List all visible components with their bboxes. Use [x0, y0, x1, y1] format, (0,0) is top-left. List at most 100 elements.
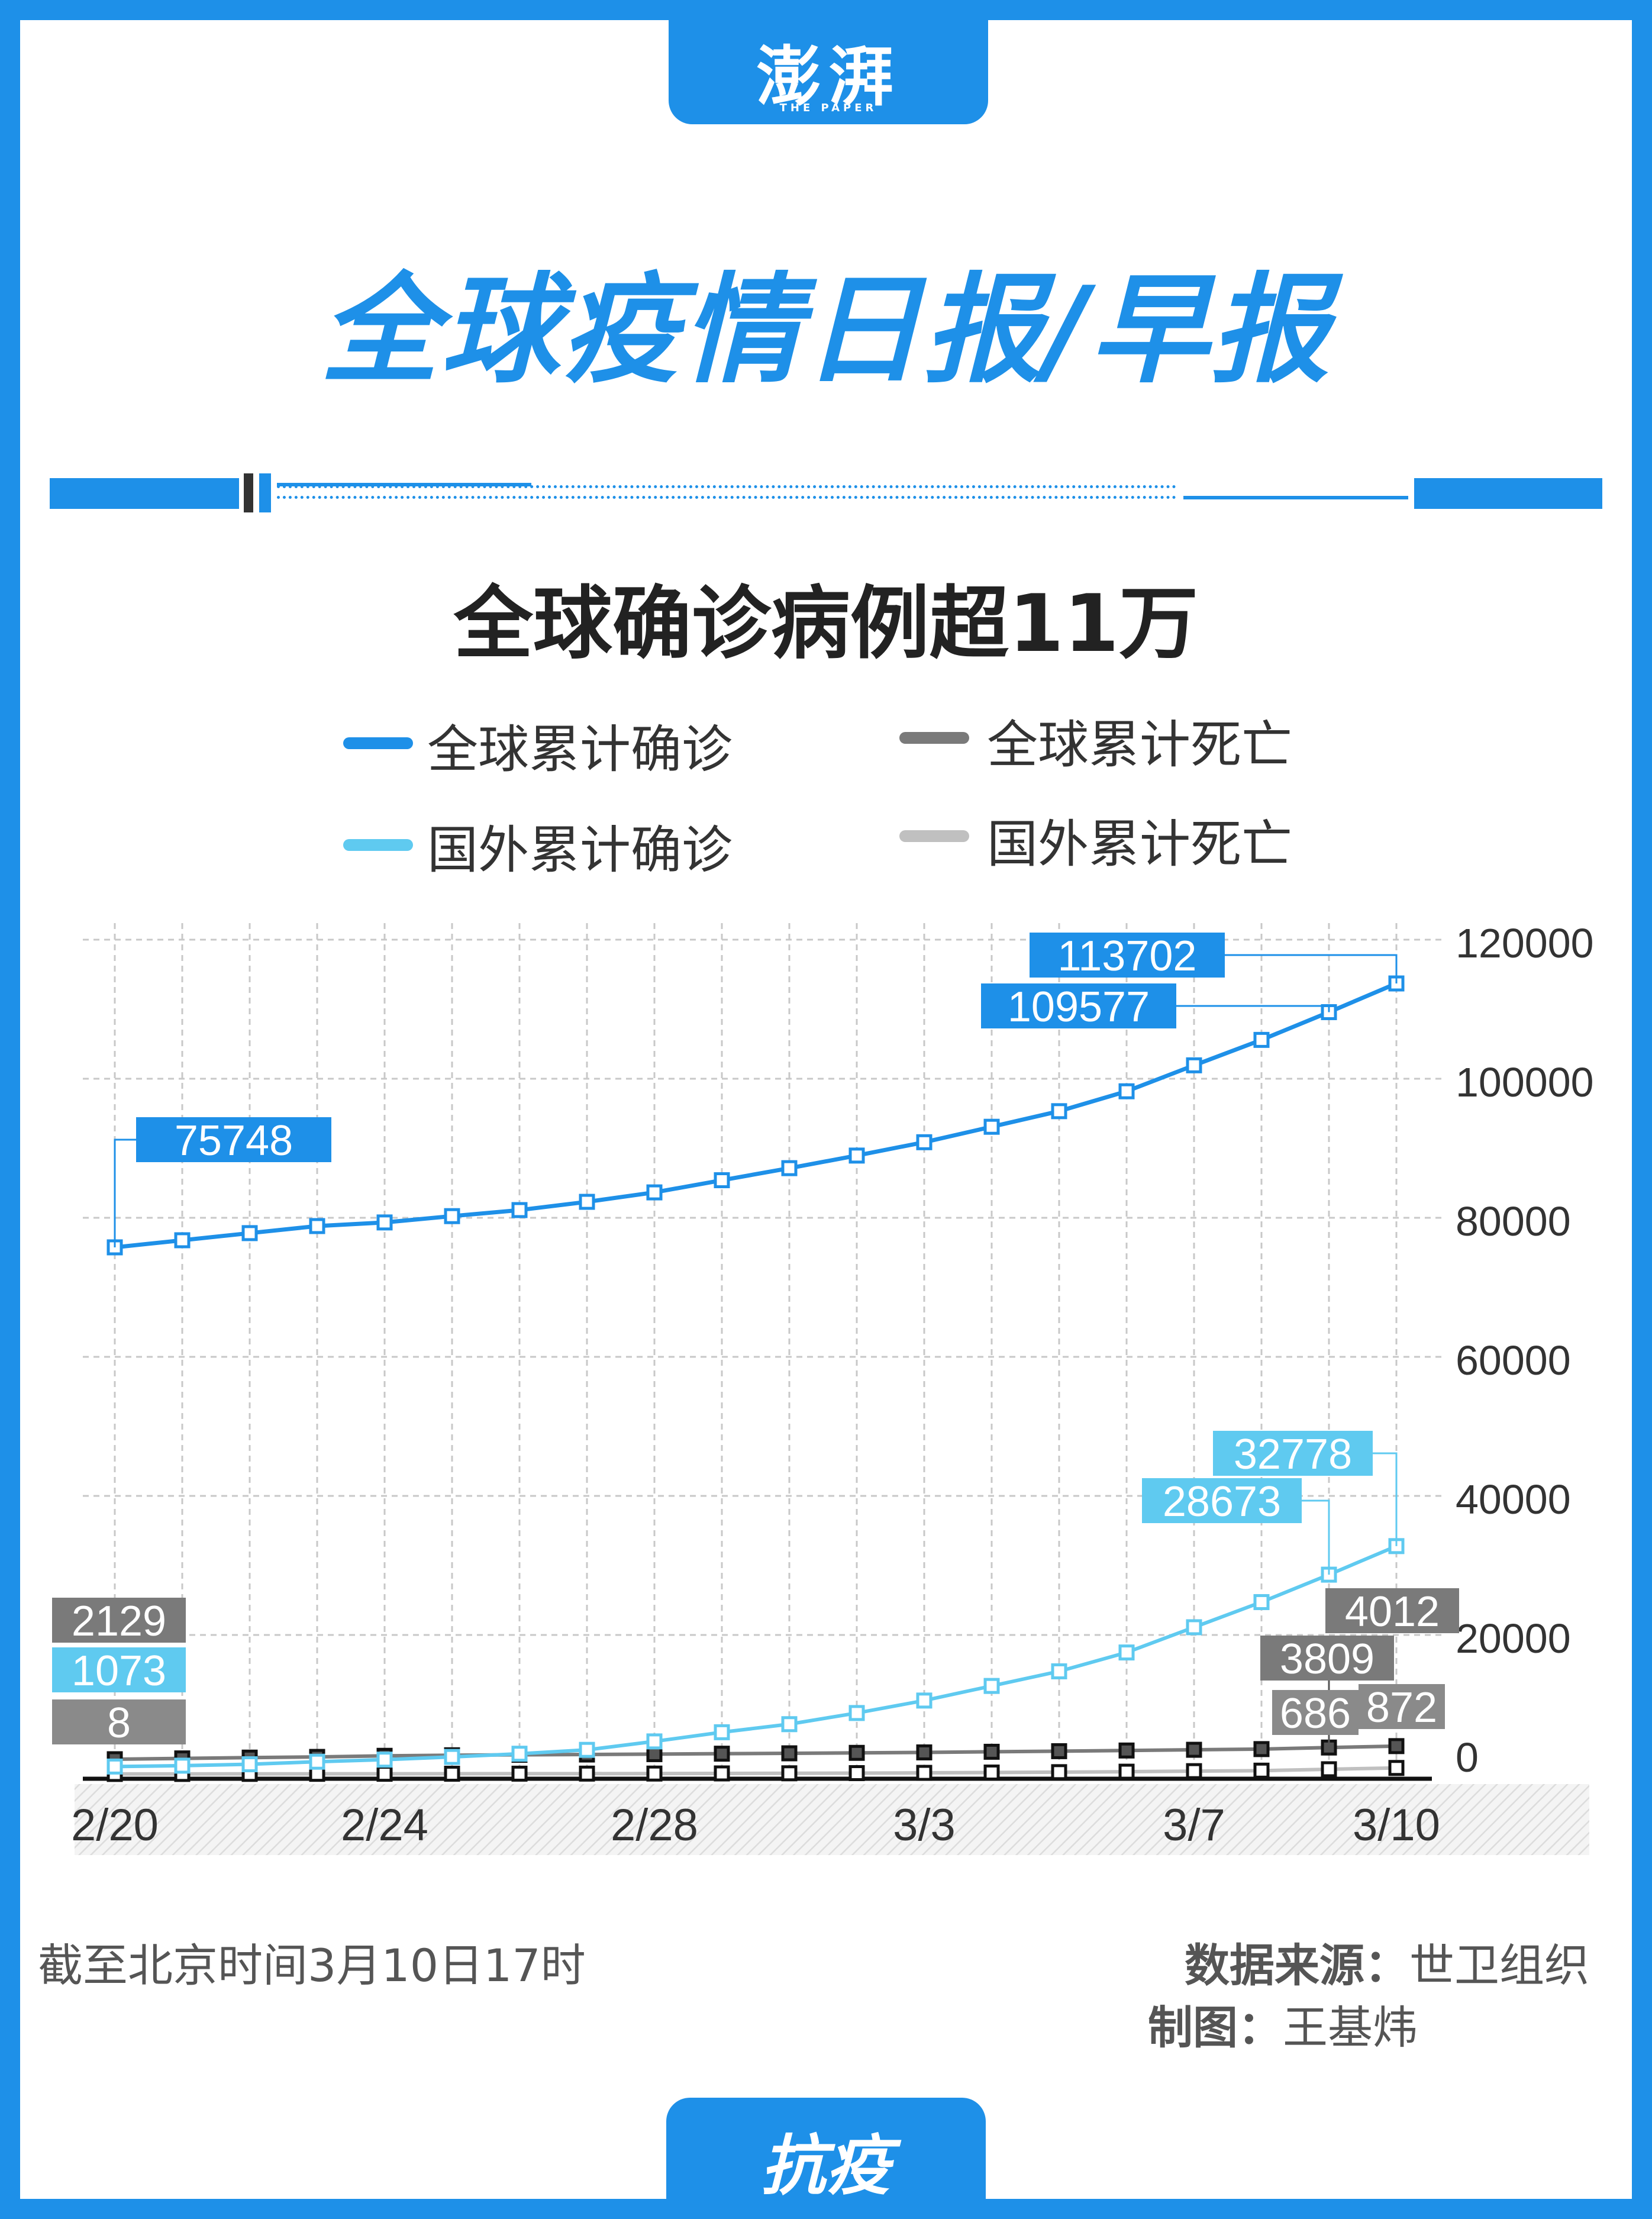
- label-text: 28673: [1163, 1478, 1281, 1525]
- y-tick-label: 100000: [1456, 1059, 1594, 1105]
- series-line-2: [114, 1744, 1397, 1761]
- data-point: [309, 1753, 325, 1770]
- data-point: [781, 1716, 798, 1733]
- data-label-3-0: 8: [52, 1699, 186, 1747]
- data-point: [714, 1746, 730, 1762]
- data-point: [376, 1214, 393, 1231]
- data-point: [781, 1765, 798, 1782]
- data-point: [714, 1724, 730, 1740]
- data-point: [1118, 1644, 1135, 1661]
- data-label-0-0: 75748: [114, 1117, 331, 1247]
- cutoff-note: 截至北京时间3月10日17时: [38, 1939, 586, 1992]
- grid: [83, 923, 1444, 1775]
- author-key: 制图：: [1148, 2001, 1283, 2054]
- data-point: [848, 1705, 865, 1721]
- data-point: [174, 1757, 191, 1774]
- data-point: [848, 1744, 865, 1761]
- label-text: 872: [1366, 1684, 1437, 1731]
- label-box: [1030, 933, 1225, 978]
- x-tick-label: 2/28: [611, 1800, 698, 1850]
- label-text: 3809: [1280, 1636, 1374, 1683]
- brand-tab: [669, 0, 988, 124]
- y-tick-label: 80000: [1456, 1198, 1571, 1244]
- data-point: [579, 1194, 595, 1210]
- x-tick-label: 3/10: [1353, 1800, 1440, 1850]
- data-point: [579, 1741, 595, 1758]
- axes: 0 20000 40000 60000 80000 100000 120000 2/20 2/2…: [71, 920, 1594, 1850]
- data-point: [916, 1134, 933, 1150]
- data-point: [1118, 1763, 1135, 1780]
- data-point: [1118, 1742, 1135, 1759]
- label-box: [981, 983, 1176, 1028]
- data-point: [511, 1765, 528, 1782]
- legend-label-foreign-deaths: 国外累计死亡: [987, 815, 1292, 874]
- label-text: 8: [107, 1699, 131, 1747]
- data-point: [1253, 1762, 1270, 1779]
- data-point: [1253, 1594, 1270, 1610]
- data-point: [241, 1756, 258, 1773]
- label-box: [1260, 1636, 1394, 1681]
- legend-swatch-foreign-confirmed: [343, 839, 413, 851]
- data-point: [983, 1118, 1000, 1135]
- data-point: [511, 1746, 528, 1762]
- data-label-1-18: 28673: [1142, 1478, 1330, 1575]
- label-box: [136, 1117, 331, 1162]
- y-tick-label: 60000: [1456, 1337, 1571, 1383]
- data-point: [107, 1758, 123, 1775]
- series-line-1: [114, 1544, 1398, 1769]
- data-point: [781, 1745, 798, 1762]
- data-point: [1051, 1103, 1067, 1120]
- data-point: [1051, 1764, 1067, 1781]
- data-point: [714, 1172, 730, 1189]
- data-point: [646, 1184, 663, 1201]
- brand-logo-subtitle: THE PAPER: [779, 102, 877, 114]
- label-text: 2129: [72, 1598, 166, 1645]
- data-label-0-19: 113702: [1030, 933, 1398, 984]
- data-point: [983, 1764, 1000, 1781]
- data-label-2-0: 2129: [52, 1598, 186, 1645]
- data-point: [1186, 1763, 1202, 1779]
- label-box: [1213, 1431, 1373, 1476]
- author-value: 王基炜: [1283, 2001, 1418, 2054]
- source-value: 世卫组织: [1409, 1939, 1589, 1992]
- data-point: [916, 1765, 933, 1781]
- label-connector: [1225, 954, 1398, 984]
- data-point: [848, 1765, 865, 1781]
- y-tick-label: 0: [1456, 1734, 1479, 1781]
- topic-tab: [666, 2098, 986, 2219]
- data-point: [983, 1678, 1000, 1694]
- data-point: [714, 1765, 730, 1782]
- label-connector: [1176, 1005, 1330, 1012]
- y-tick-label: 20000: [1456, 1615, 1571, 1662]
- label-box: [1359, 1684, 1445, 1729]
- data-point: [848, 1147, 865, 1164]
- data-point: [1186, 1741, 1202, 1758]
- data-label-3-18: 686: [1272, 1690, 1359, 1737]
- data-point: [916, 1692, 933, 1709]
- author-note: 制图：王基炜: [1148, 1991, 1418, 2056]
- data-label-2-19: 4012: [1325, 1588, 1459, 1636]
- legend-swatch-global-confirmed: [343, 737, 413, 749]
- legend-swatch-global-deaths: [899, 732, 969, 744]
- legend-swatch-foreign-deaths: [899, 830, 969, 842]
- data-point: [1253, 1741, 1270, 1757]
- data-point: [376, 1752, 393, 1768]
- data-point: [781, 1160, 798, 1176]
- data-point: [174, 1232, 191, 1249]
- data-point: [1051, 1743, 1067, 1759]
- source-key: 数据来源：: [1185, 1939, 1409, 1992]
- label-box: [1272, 1690, 1359, 1735]
- label-text: 1073: [72, 1647, 166, 1695]
- label-box: [52, 1699, 186, 1744]
- data-label-1-0: 1073: [52, 1647, 186, 1695]
- label-text: 109577: [1008, 983, 1150, 1031]
- data-point: [916, 1744, 933, 1760]
- label-text: 113702: [1058, 933, 1197, 980]
- legend-label-global-deaths: 全球累计死亡: [987, 715, 1292, 775]
- data-point: [444, 1749, 460, 1765]
- label-text: 32778: [1234, 1431, 1352, 1478]
- chart-title: 全球确诊病例超11万: [453, 578, 1199, 670]
